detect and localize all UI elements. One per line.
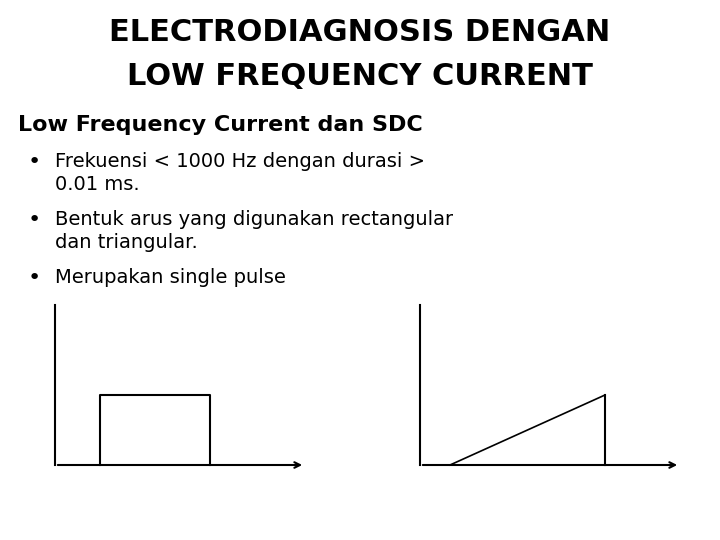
- Text: •: •: [28, 152, 41, 172]
- Text: •: •: [28, 210, 41, 230]
- Text: •: •: [28, 268, 41, 288]
- Text: LOW FREQUENCY CURRENT: LOW FREQUENCY CURRENT: [127, 62, 593, 91]
- Text: Merupakan single pulse: Merupakan single pulse: [55, 268, 286, 287]
- Text: ELECTRODIAGNOSIS DENGAN: ELECTRODIAGNOSIS DENGAN: [109, 18, 611, 47]
- Text: Bentuk arus yang digunakan rectangular: Bentuk arus yang digunakan rectangular: [55, 210, 453, 229]
- Text: Frekuensi < 1000 Hz dengan durasi >: Frekuensi < 1000 Hz dengan durasi >: [55, 152, 425, 171]
- Text: 0.01 ms.: 0.01 ms.: [55, 175, 140, 194]
- Text: Low Frequency Current dan SDC: Low Frequency Current dan SDC: [18, 115, 423, 135]
- Text: dan triangular.: dan triangular.: [55, 233, 198, 252]
